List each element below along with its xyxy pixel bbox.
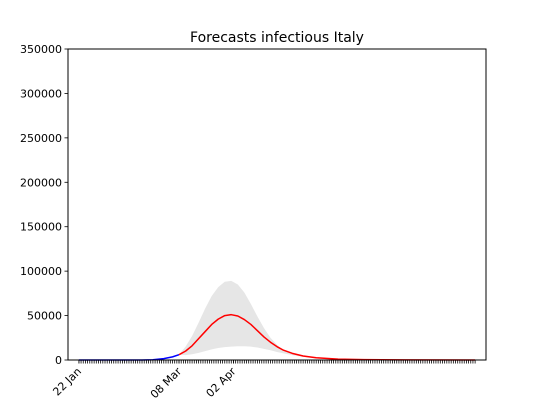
y-tick-label: 300000 bbox=[20, 87, 62, 100]
chart-title: Forecasts infectious Italy bbox=[190, 30, 364, 46]
y-tick-label: 200000 bbox=[20, 176, 62, 189]
y-tick-label: 250000 bbox=[20, 132, 62, 145]
forecast-uncertainty-band bbox=[179, 280, 476, 360]
y-tick-label: 0 bbox=[55, 354, 62, 367]
y-tick-label: 150000 bbox=[20, 221, 62, 234]
y-tick-label: 100000 bbox=[20, 265, 62, 278]
y-tick-label: 350000 bbox=[20, 43, 62, 56]
plot-frame bbox=[67, 48, 487, 361]
y-tick-label: 50000 bbox=[27, 310, 62, 323]
forecast-series-line bbox=[178, 313, 476, 361]
